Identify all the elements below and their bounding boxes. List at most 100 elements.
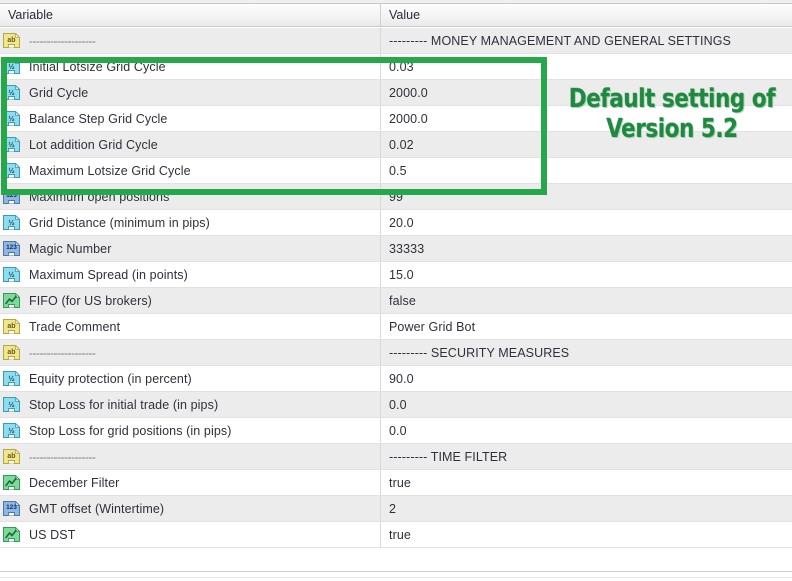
cell-variable[interactable]: ab ------------------- — [0, 444, 380, 469]
value-text: --------- MONEY MANAGEMENT AND GENERAL S… — [389, 33, 731, 48]
cell-value[interactable]: 0.0 — [380, 392, 792, 417]
variable-name: Magic Number — [29, 241, 112, 256]
cell-value[interactable]: 2 — [380, 496, 792, 521]
variable-name: US DST — [29, 527, 76, 542]
double-param-icon: ½ — [3, 267, 20, 282]
bool-param-icon — [3, 475, 20, 490]
double-param-icon: ½ — [3, 137, 20, 152]
cell-value[interactable]: false — [380, 288, 792, 313]
table-body: ab ------------------- --------- MONEY MAN… — [0, 28, 792, 548]
table-row[interactable]: ½ Grid Cycle 2000.0 — [0, 80, 792, 106]
column-header-value[interactable]: Value — [380, 4, 792, 27]
table-row[interactable]: ½ Initial Lotsize Grid Cycle 0.03 — [0, 54, 792, 80]
value-text: 99 — [389, 189, 404, 204]
annotation-default-setting: Default setting of Version 5.2 — [567, 84, 777, 144]
cell-value[interactable]: 99 — [380, 184, 792, 209]
table-row[interactable]: December Filter true — [0, 470, 792, 496]
table-row[interactable]: 123 Magic Number 33333 — [0, 236, 792, 262]
int-param-icon: 123 — [3, 501, 20, 516]
cell-variable[interactable]: ½ Maximum Spread (in points) — [0, 262, 380, 287]
cell-variable[interactable]: 123 GMT offset (Wintertime) — [0, 496, 380, 521]
cell-variable[interactable]: ab ------------------- — [0, 340, 380, 365]
cell-value[interactable]: --------- MONEY MANAGEMENT AND GENERAL S… — [380, 28, 792, 53]
cell-variable[interactable]: ½ Balance Step Grid Cycle — [0, 106, 380, 131]
cell-value[interactable]: 0.0 — [380, 418, 792, 443]
cell-variable[interactable]: ½ Lot addition Grid Cycle — [0, 132, 380, 157]
cell-value[interactable]: 0.03 — [380, 54, 792, 79]
variable-name: Maximum Spread (in points) — [29, 267, 188, 282]
table-row[interactable]: ab ------------------- --------- TIME FILT… — [0, 444, 792, 470]
variable-name: Equity protection (in percent) — [29, 371, 192, 386]
cell-value[interactable]: 20.0 — [380, 210, 792, 235]
table-row[interactable]: 123 Maximum open positions 99 — [0, 184, 792, 210]
cell-value[interactable]: true — [380, 522, 792, 547]
cell-variable[interactable]: FIFO (for US brokers) — [0, 288, 380, 313]
window-bottom-edge — [0, 577, 792, 578]
variable-name: ------------------- — [29, 345, 96, 360]
cell-variable[interactable]: ½ Equity protection (in percent) — [0, 366, 380, 391]
cell-value[interactable]: 15.0 — [380, 262, 792, 287]
cell-value[interactable]: 0.02 — [380, 132, 792, 157]
table-row[interactable]: 123 GMT offset (Wintertime) 2 — [0, 496, 792, 522]
cell-variable[interactable]: US DST — [0, 522, 380, 547]
variable-name: Lot addition Grid Cycle — [29, 137, 158, 152]
table-row[interactable]: ab ------------------- --------- SECURITY … — [0, 340, 792, 366]
cell-variable[interactable]: 123 Magic Number — [0, 236, 380, 261]
table-row[interactable]: ½ Equity protection (in percent) 90.0 — [0, 366, 792, 392]
cell-variable[interactable]: ½ Initial Lotsize Grid Cycle — [0, 54, 380, 79]
cell-variable[interactable]: ½ Grid Distance (minimum in pips) — [0, 210, 380, 235]
cell-variable[interactable]: December Filter — [0, 470, 380, 495]
table-row[interactable]: ½ Balance Step Grid Cycle 2000.0 — [0, 106, 792, 132]
string-param-icon: ab — [3, 345, 20, 360]
table-row[interactable]: ½ Stop Loss for grid positions (in pips) 0… — [0, 418, 792, 444]
string-param-icon: ab — [3, 449, 20, 464]
cell-value[interactable]: 90.0 — [380, 366, 792, 391]
column-header-variable[interactable]: Variable — [8, 8, 53, 22]
table-row[interactable]: ½ Maximum Lotsize Grid Cycle 0.5 — [0, 158, 792, 184]
double-param-icon: ½ — [3, 397, 20, 412]
cell-variable[interactable]: ½ Grid Cycle — [0, 80, 380, 105]
value-text: false — [389, 293, 416, 308]
cell-variable[interactable]: ½ Stop Loss for initial trade (in pips) — [0, 392, 380, 417]
cell-variable[interactable]: ½ Maximum Lotsize Grid Cycle — [0, 158, 380, 183]
value-text: --------- SECURITY MEASURES — [389, 345, 570, 360]
cell-value[interactable]: --------- SECURITY MEASURES — [380, 340, 792, 365]
variable-name: December Filter — [29, 475, 120, 490]
cell-variable[interactable]: ab ------------------- — [0, 28, 380, 53]
cell-value[interactable]: 0.5 — [380, 158, 792, 183]
table-row[interactable]: FIFO (for US brokers) false — [0, 288, 792, 314]
table-header-row: Variable Value — [0, 4, 792, 27]
cell-value[interactable]: 33333 — [380, 236, 792, 261]
cell-variable[interactable]: ab Trade Comment — [0, 314, 380, 339]
variable-name: Trade Comment — [29, 319, 121, 334]
cell-value[interactable]: --------- TIME FILTER — [380, 444, 792, 469]
double-param-icon: ½ — [3, 59, 20, 74]
double-param-icon: ½ — [3, 85, 20, 100]
value-text: 2 — [389, 501, 397, 516]
table-row[interactable]: ½ Maximum Spread (in points) 15.0 — [0, 262, 792, 288]
cell-value[interactable]: 2000.0 — [380, 106, 792, 131]
variable-name: ------------------- — [29, 33, 96, 48]
string-param-icon: ab — [3, 319, 20, 334]
variable-name: Grid Distance (minimum in pips) — [29, 215, 210, 230]
double-param-icon: ½ — [3, 163, 20, 178]
table-row[interactable]: ½ Stop Loss for initial trade (in pips) 0.… — [0, 392, 792, 418]
table-row[interactable]: ½ Lot addition Grid Cycle 0.02 — [0, 132, 792, 158]
table-row[interactable]: ab ------------------- --------- MONEY MAN… — [0, 28, 792, 54]
cell-value[interactable]: Power Grid Bot — [380, 314, 792, 339]
table-row[interactable]: US DST true — [0, 522, 792, 548]
table-row[interactable]: ab Trade Comment Power Grid Bot — [0, 314, 792, 340]
table-row[interactable]: ½ Grid Distance (minimum in pips) 20.0 — [0, 210, 792, 236]
value-text: 90.0 — [389, 371, 414, 386]
annotation-line-2: Version 5.2 — [606, 114, 738, 144]
value-text: 0.02 — [389, 137, 414, 152]
cell-variable[interactable]: ½ Stop Loss for grid positions (in pips) — [0, 418, 380, 443]
int-param-icon: 123 — [3, 189, 20, 204]
cell-value[interactable]: true — [380, 470, 792, 495]
cell-value[interactable]: 2000.0 — [380, 80, 792, 105]
value-text: 0.5 — [389, 163, 407, 178]
value-text: 20.0 — [389, 215, 414, 230]
cell-variable[interactable]: 123 Maximum open positions — [0, 184, 380, 209]
string-param-icon: ab — [3, 33, 20, 48]
double-param-icon: ½ — [3, 371, 20, 386]
